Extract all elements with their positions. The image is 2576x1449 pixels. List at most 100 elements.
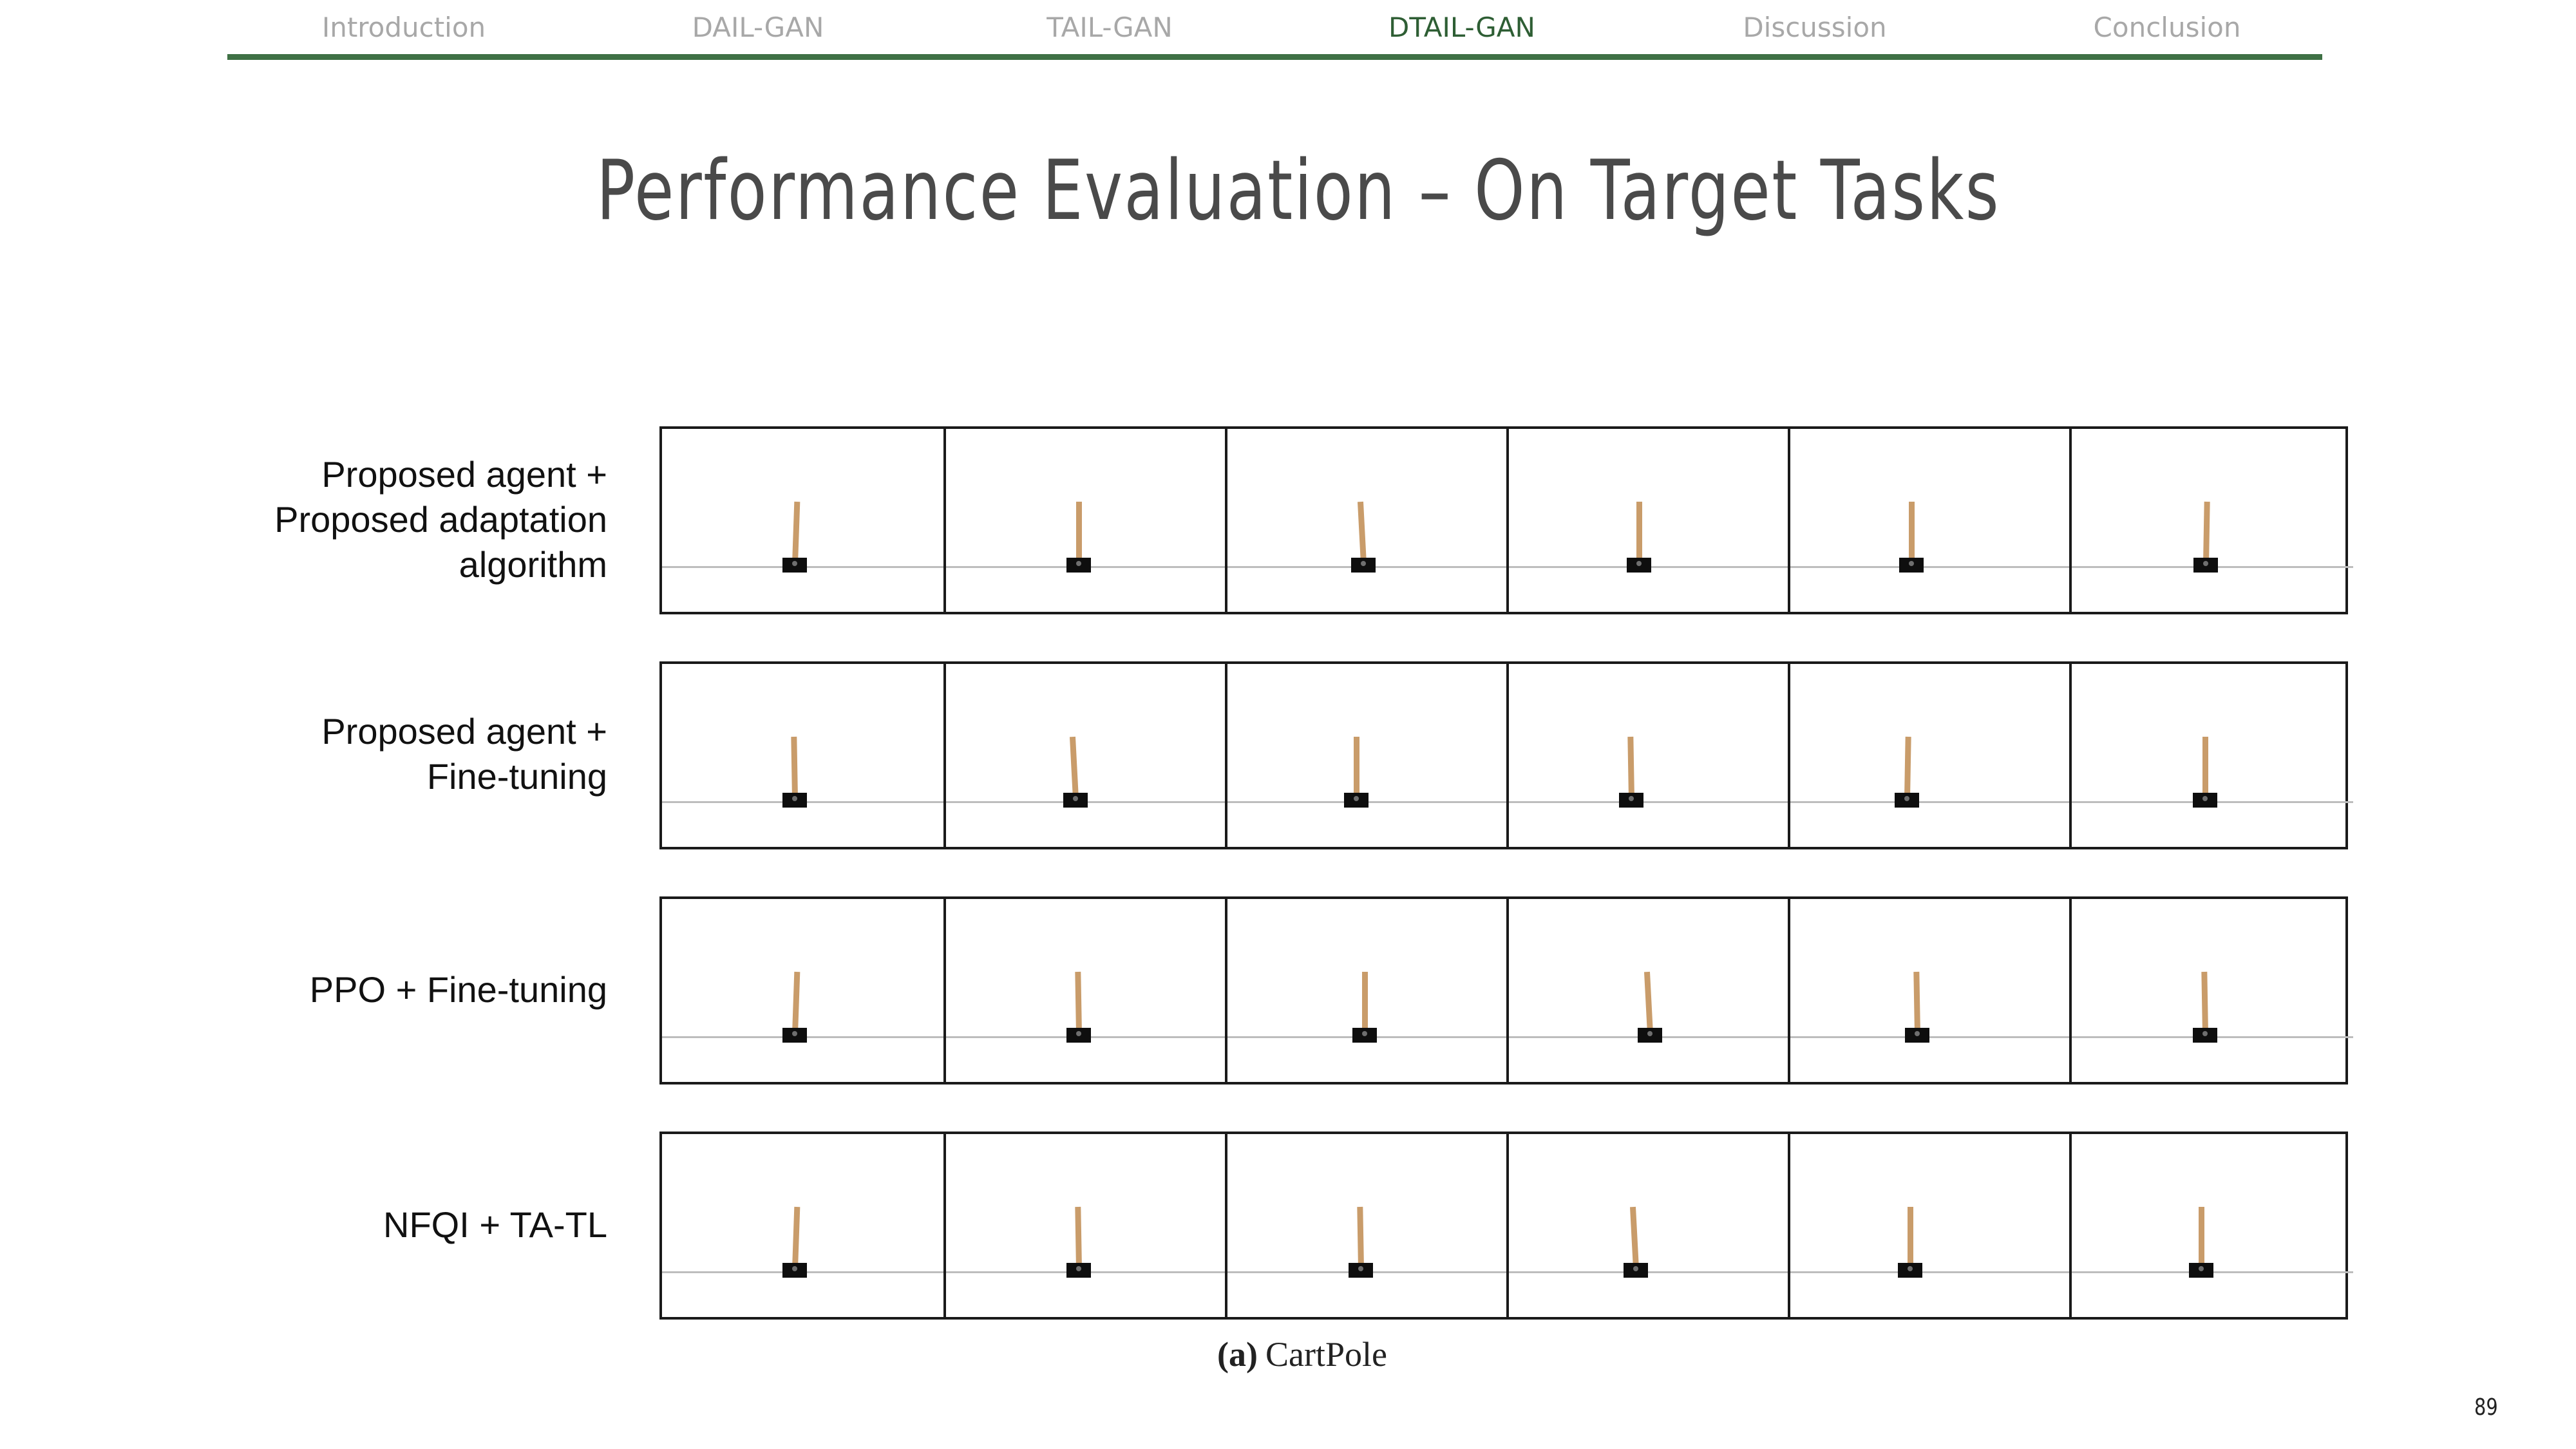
cart xyxy=(1899,558,1924,573)
cartpole-frame xyxy=(662,899,943,1082)
frame-strip-nfqi-ta-tl xyxy=(659,1132,2353,1320)
pole xyxy=(2202,737,2208,799)
page-number: 89 xyxy=(2474,1394,2498,1421)
cart xyxy=(2189,1263,2213,1278)
frame-strip-proposed-adaptation xyxy=(659,426,2353,614)
cart xyxy=(1063,793,1088,808)
cartpole-frame xyxy=(1506,1134,1790,1317)
cart xyxy=(1627,558,1651,573)
pole xyxy=(1357,1206,1364,1269)
figure-caption: (a) CartPole xyxy=(1217,1334,1387,1374)
cartpole-frame xyxy=(943,899,1227,1082)
row-label-line: algorithm xyxy=(459,544,607,585)
cart xyxy=(1344,793,1368,808)
nav-item-tail-gan[interactable]: TAIL-GAN xyxy=(1046,12,1173,43)
row-label-line: Proposed adaptation xyxy=(274,499,607,540)
ground-line xyxy=(1509,801,1790,803)
cartpole-frame xyxy=(1788,429,2072,612)
pole xyxy=(2199,1207,2204,1269)
cart xyxy=(2193,558,2218,573)
ground-line xyxy=(1790,1036,2072,1038)
row-label-nfqi-ta-tl: NFQI + TA-TL xyxy=(383,1202,607,1247)
caption-tag: (a) xyxy=(1217,1335,1258,1374)
cartpole-frame xyxy=(2069,899,2353,1082)
nav-divider xyxy=(227,54,2322,60)
cartpole-frame xyxy=(1225,899,1509,1082)
ground-line xyxy=(1790,801,2072,803)
cart xyxy=(782,1028,807,1043)
pole xyxy=(1629,1206,1639,1269)
caption-text: CartPole xyxy=(1265,1335,1387,1374)
nav-item-dtail-gan[interactable]: DTAIL-GAN xyxy=(1388,12,1535,43)
cartpole-frame xyxy=(1225,429,1509,612)
cart xyxy=(2193,793,2217,808)
cartpole-frame xyxy=(943,664,1227,847)
cart xyxy=(1619,793,1643,808)
cartpole-frame xyxy=(2069,664,2353,847)
row-label-line: Proposed agent + xyxy=(321,454,607,495)
pole xyxy=(1909,502,1915,564)
pole xyxy=(2203,501,2210,564)
row-label-ppo-fine-tuning: PPO + Fine-tuning xyxy=(310,967,607,1012)
cartpole-frame xyxy=(1225,1134,1509,1317)
cartpole-frame xyxy=(1788,664,2072,847)
pole xyxy=(1069,736,1079,799)
cartpole-frame xyxy=(662,429,943,612)
cart xyxy=(1895,793,1919,808)
cart xyxy=(782,1263,807,1278)
cartpole-frame xyxy=(943,1134,1227,1317)
pole xyxy=(1636,502,1642,564)
frame-strip-ppo-fine-tuning xyxy=(659,896,2353,1084)
slide-title: Performance Evaluation – On Target Tasks xyxy=(596,143,2000,239)
ground-line xyxy=(1790,566,2072,568)
pole xyxy=(1913,971,1920,1034)
row-label-proposed-adaptation: Proposed agent + Proposed adaptation alg… xyxy=(274,452,607,587)
pole xyxy=(1357,501,1367,564)
cart xyxy=(1066,1028,1091,1043)
ground-line xyxy=(1509,1271,1790,1273)
cart xyxy=(1351,558,1376,573)
cart xyxy=(1638,1028,1662,1043)
pole xyxy=(1904,736,1911,799)
nav-item-dail-gan[interactable]: DAIL-GAN xyxy=(692,12,824,43)
nav-item-conclusion[interactable]: Conclusion xyxy=(2093,12,2241,43)
cartpole-frame xyxy=(1506,664,1790,847)
nav-item-introduction[interactable]: Introduction xyxy=(321,12,486,43)
row-label-line: Proposed agent + xyxy=(321,711,607,752)
pole xyxy=(1627,736,1634,799)
cartpole-frame xyxy=(1506,429,1790,612)
cartpole-frame xyxy=(943,429,1227,612)
cart xyxy=(1066,558,1091,573)
cart xyxy=(1349,1263,1373,1278)
pole xyxy=(1643,971,1653,1034)
pole xyxy=(792,971,800,1034)
pole xyxy=(791,736,798,799)
cartpole-frame xyxy=(1225,664,1509,847)
row-label-line: NFQI + TA-TL xyxy=(383,1204,607,1245)
cart xyxy=(782,558,807,573)
pole xyxy=(792,501,800,564)
nav-item-discussion[interactable]: Discussion xyxy=(1743,12,1887,43)
row-label-line: PPO + Fine-tuning xyxy=(309,969,607,1010)
pole xyxy=(1354,737,1359,799)
row-label-line: Fine-tuning xyxy=(426,756,607,797)
cart xyxy=(1066,1263,1091,1278)
pole xyxy=(1075,971,1082,1034)
cart xyxy=(782,793,807,808)
section-navigation: Introduction DAIL-GAN TAIL-GAN DTAIL-GAN… xyxy=(0,0,2576,64)
cartpole-frame xyxy=(1506,899,1790,1082)
cart xyxy=(1352,1028,1377,1043)
cart xyxy=(1905,1028,1929,1043)
cartpole-frame xyxy=(2069,429,2353,612)
pole xyxy=(1908,1207,1913,1269)
pole xyxy=(1362,972,1368,1034)
cartpole-frame xyxy=(1788,899,2072,1082)
pole xyxy=(1076,502,1082,564)
cart xyxy=(1898,1263,1922,1278)
row-label-proposed-fine-tuning: Proposed agent + Fine-tuning xyxy=(321,709,607,799)
cart xyxy=(2193,1028,2217,1043)
pole xyxy=(792,1206,800,1269)
cartpole-frame xyxy=(2069,1134,2353,1317)
frame-strip-proposed-fine-tuning xyxy=(659,661,2353,849)
ground-line xyxy=(1790,1271,2072,1273)
